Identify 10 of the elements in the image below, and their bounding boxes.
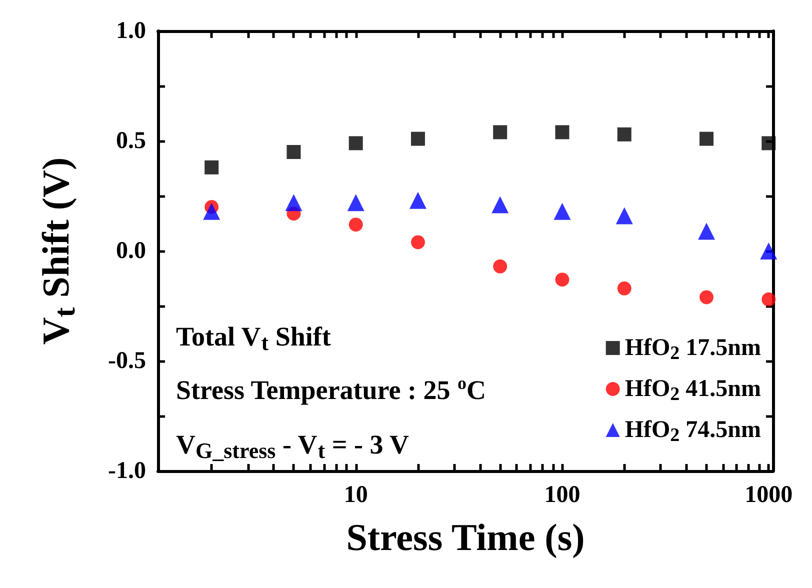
y-tick-label: 0.5 (116, 128, 146, 154)
x-tick-label: 1000 (744, 482, 793, 508)
x-tick-label: 100 (544, 482, 580, 508)
y-tick-label: 0.0 (116, 238, 146, 264)
x-axis-title: Stress Time (s) (346, 517, 585, 559)
y-tick-label: -0.5 (108, 348, 146, 374)
y-tick-label: -1.0 (108, 458, 146, 484)
y-axis-title: Vt Shift (V) (36, 157, 82, 345)
x-tick-label: 10 (344, 482, 368, 508)
y-tick-label: 1.0 (116, 18, 146, 44)
